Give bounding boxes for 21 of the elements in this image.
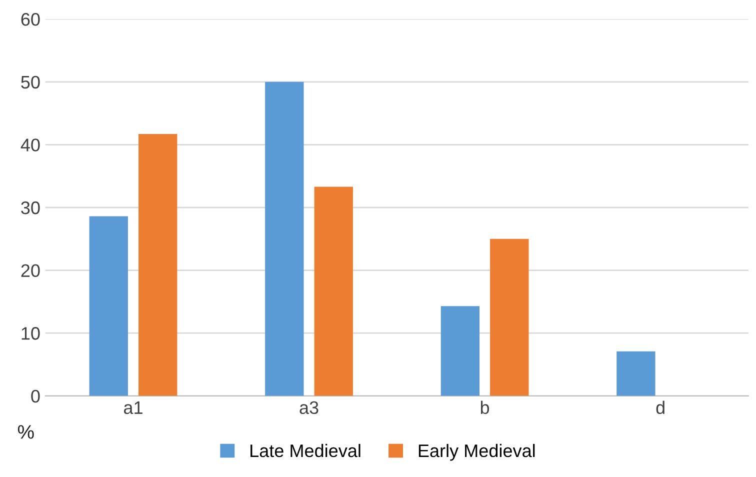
y-axis-title: % — [18, 425, 34, 439]
bar — [440, 306, 480, 396]
y-tick-label: 40 — [20, 138, 40, 152]
x-tick-label: a3 — [300, 401, 318, 414]
bar — [138, 134, 178, 396]
bar — [490, 238, 529, 396]
y-tick-label: 30 — [21, 201, 40, 214]
bar — [314, 186, 353, 396]
x-tick-label: a1 — [124, 401, 142, 414]
legend-label: Early Medieval — [418, 444, 535, 461]
y-tick-label: 20 — [21, 264, 40, 278]
bar — [616, 351, 656, 396]
bar — [89, 216, 128, 396]
y-tick-label: 10 — [22, 327, 40, 340]
y-tick-label: 0 — [31, 390, 40, 403]
y-tick-label: 50 — [21, 76, 40, 89]
x-tick-label: d — [656, 400, 664, 414]
bar — [265, 82, 304, 396]
y-tick-label: 60 — [21, 13, 40, 26]
x-tick-label: b — [480, 400, 490, 414]
legend-label: Late Medieval — [250, 444, 360, 458]
